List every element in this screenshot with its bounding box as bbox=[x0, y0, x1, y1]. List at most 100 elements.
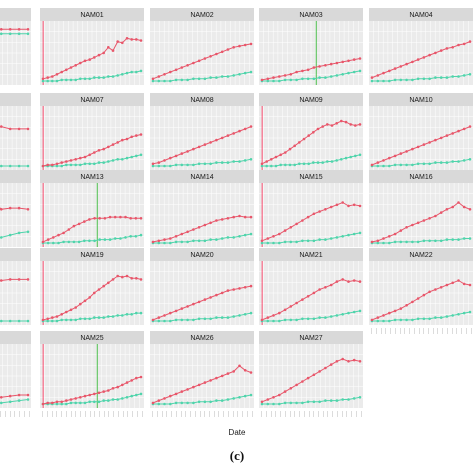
upper-series-point bbox=[121, 383, 124, 387]
upper-series-point bbox=[52, 236, 55, 239]
upper-series-point bbox=[283, 308, 287, 312]
facet-panel: NAM04 bbox=[369, 8, 473, 85]
lower-series-point bbox=[135, 393, 138, 397]
facet-panel: NAM25—— —— —— —— —— —— —— —— —— —— —— —— —— —— —— —— —— —… bbox=[40, 331, 144, 417]
lower-series-point bbox=[278, 241, 281, 245]
lower-series-point bbox=[74, 163, 77, 167]
x-tick-mark: —— bbox=[345, 411, 349, 417]
x-tick-mark: —— bbox=[227, 411, 231, 417]
lower-series-point bbox=[108, 238, 112, 241]
upper-series-point bbox=[232, 132, 235, 135]
lower-series-point bbox=[46, 79, 49, 83]
upper-series-point bbox=[272, 76, 275, 79]
lower-series-point bbox=[312, 239, 316, 243]
x-tick-mark: —— bbox=[93, 411, 97, 417]
upper-series-point bbox=[62, 231, 65, 235]
upper-series-point bbox=[125, 137, 129, 141]
upper-series-point bbox=[278, 232, 281, 236]
upper-series-point bbox=[238, 129, 241, 133]
x-tick-mark: —— bbox=[307, 411, 311, 417]
upper-series-point bbox=[270, 158, 273, 161]
upper-series-point bbox=[134, 217, 138, 220]
lower-series-point bbox=[97, 316, 101, 319]
facet-panel: NAM16 bbox=[369, 170, 473, 247]
lower-series-point bbox=[215, 161, 218, 164]
lower-series-point bbox=[0, 319, 3, 323]
upper-series-point bbox=[312, 373, 316, 377]
upper-series-point bbox=[278, 75, 281, 78]
upper-series-point bbox=[249, 215, 253, 219]
lower-series-point bbox=[203, 239, 207, 243]
upper-series-point bbox=[203, 57, 207, 60]
lower-series-point bbox=[293, 163, 297, 167]
upper-series-point bbox=[151, 77, 155, 81]
upper-series-point bbox=[445, 208, 449, 211]
lower-series-point bbox=[272, 79, 275, 83]
x-tick-mark: —— bbox=[340, 411, 344, 417]
upper-series-point bbox=[428, 141, 431, 144]
upper-series-point bbox=[266, 398, 270, 401]
upper-series-point bbox=[249, 42, 253, 46]
facet-panel: NAM15 bbox=[259, 170, 363, 247]
lower-series-point bbox=[457, 75, 460, 78]
upper-series-point bbox=[376, 161, 380, 164]
upper-series-point bbox=[55, 400, 59, 404]
upper-series-point bbox=[347, 280, 350, 283]
upper-series-point bbox=[26, 278, 30, 281]
lower-series-point bbox=[416, 162, 420, 166]
x-tick-mark: —— bbox=[455, 328, 459, 334]
lower-series-point bbox=[163, 319, 166, 323]
lower-series-point bbox=[209, 76, 212, 79]
upper-series-point bbox=[72, 224, 76, 228]
x-tick-mark: —— bbox=[198, 411, 202, 417]
x-tick-mark: —— bbox=[288, 411, 292, 417]
lower-series-point bbox=[116, 158, 119, 161]
x-tick-mark: —— bbox=[427, 328, 431, 334]
upper-series-point bbox=[55, 73, 59, 76]
upper-series-point bbox=[411, 60, 414, 64]
upper-series-point bbox=[399, 152, 403, 155]
upper-series-point bbox=[83, 59, 87, 63]
upper-series-point bbox=[393, 154, 397, 158]
upper-series-point bbox=[186, 64, 189, 67]
lower-series-point bbox=[260, 164, 264, 168]
lower-series-point bbox=[301, 77, 304, 81]
upper-series-point bbox=[8, 394, 12, 398]
facet-title: NAM03 bbox=[299, 12, 322, 19]
x-tick-mark: —— bbox=[50, 411, 54, 417]
lower-series-point bbox=[428, 317, 431, 321]
lower-series-point bbox=[243, 159, 247, 162]
lower-series-point bbox=[180, 163, 184, 167]
lower-series-point bbox=[451, 75, 455, 78]
lower-series-point bbox=[399, 163, 403, 167]
lower-series-point bbox=[98, 238, 101, 241]
x-tick-mark: —— bbox=[375, 328, 379, 334]
upper-series-point bbox=[260, 239, 264, 243]
upper-series-point bbox=[335, 280, 339, 283]
upper-series-point bbox=[203, 381, 207, 384]
x-tick-mark: —— bbox=[450, 328, 454, 334]
lower-series-point bbox=[388, 79, 391, 83]
lower-series-point bbox=[347, 71, 350, 75]
x-tick-mark: —— bbox=[140, 411, 144, 417]
facet-panel: NAM20 bbox=[150, 248, 254, 325]
upper-series-point bbox=[57, 233, 60, 237]
upper-series-point bbox=[370, 163, 374, 167]
lower-series-point bbox=[451, 314, 455, 317]
x-tick-mark: —— bbox=[422, 328, 426, 334]
facet-panel: NAM03 bbox=[259, 8, 363, 85]
upper-series-point bbox=[411, 300, 414, 304]
facet-panel: NAM19 bbox=[40, 248, 144, 325]
upper-series-point bbox=[88, 393, 91, 397]
lower-series-point bbox=[358, 396, 362, 399]
x-tick-mark: —— bbox=[4, 411, 8, 417]
upper-series-point bbox=[434, 214, 437, 218]
upper-series-point bbox=[312, 212, 316, 216]
lower-series-point bbox=[243, 233, 247, 237]
lower-series-point bbox=[434, 239, 437, 243]
lower-series-point bbox=[180, 78, 184, 82]
upper-series-point bbox=[139, 375, 143, 379]
upper-series-point bbox=[347, 360, 350, 363]
upper-series-point bbox=[174, 154, 178, 158]
